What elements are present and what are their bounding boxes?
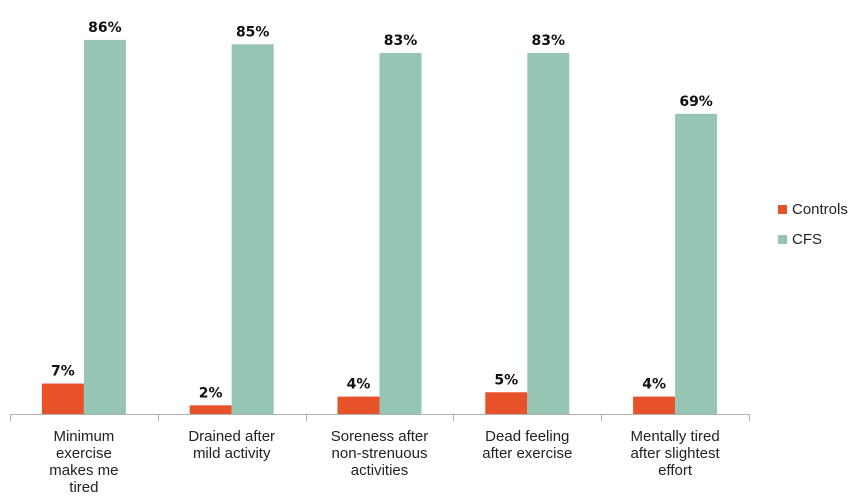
category-label-line: after slightest [630,445,720,462]
value-labels-group: 7% 86% 2% 85% 4% 83% 5% 83% 4% 69% [51,20,713,401]
legend-label-cfs: CFS [792,231,822,248]
category-label-line: activities [351,462,409,479]
category-label-line: Mentally tired [630,428,719,445]
bar-controls [633,396,676,414]
category-label-line: Soreness after [331,428,429,445]
legend-label-controls: Controls [792,201,848,218]
x-axis-tick-labels: Minimum exercise makes me tired Drained afte… [49,428,720,496]
bar-cfs [675,113,718,414]
category-label: Mentally tired after slightest effort [630,428,720,479]
data-label-cfs: 83% [532,33,566,49]
category-label-line: Minimum [53,428,114,445]
category-label-line: effort [658,462,693,479]
category-label: Drained after mild activity [188,428,275,462]
bar-cfs [379,52,422,414]
category-label-line: tired [69,479,98,496]
category-label: Minimum exercise makes me tired [49,428,118,496]
data-label-controls: 2% [199,385,223,401]
bar-controls [189,405,232,414]
bar-controls [41,383,84,414]
category-label: Soreness after non-strenuous activities [331,428,429,479]
category-label-line: Drained after [188,428,275,445]
x-axis-ticks [10,414,750,421]
data-label-controls: 5% [494,372,518,388]
category-label-line: mild activity [193,445,271,462]
category-label: Dead feeling after exercise [482,428,572,462]
data-label-controls: 4% [642,377,666,393]
bar-cfs [527,52,570,414]
bar-controls [485,392,528,414]
category-label-line: Dead feeling [485,428,569,445]
bars-group [41,39,718,415]
data-label-controls: 7% [51,364,75,380]
legend-swatch-cfs [778,235,787,244]
category-label-line: exercise [56,445,112,462]
data-label-cfs: 83% [384,33,418,49]
legend: Controls CFS [778,201,848,248]
data-label-cfs: 85% [236,24,270,40]
category-label-line: after exercise [482,445,572,462]
bar-controls [337,396,380,414]
category-label-line: makes me [49,462,118,479]
data-label-cfs: 69% [679,94,713,110]
bar-cfs [231,44,274,414]
category-label-line: non-strenuous [332,445,428,462]
data-label-cfs: 86% [88,20,122,36]
data-label-controls: 4% [347,377,371,393]
legend-swatch-controls [778,205,787,214]
bar-cfs [83,39,126,415]
